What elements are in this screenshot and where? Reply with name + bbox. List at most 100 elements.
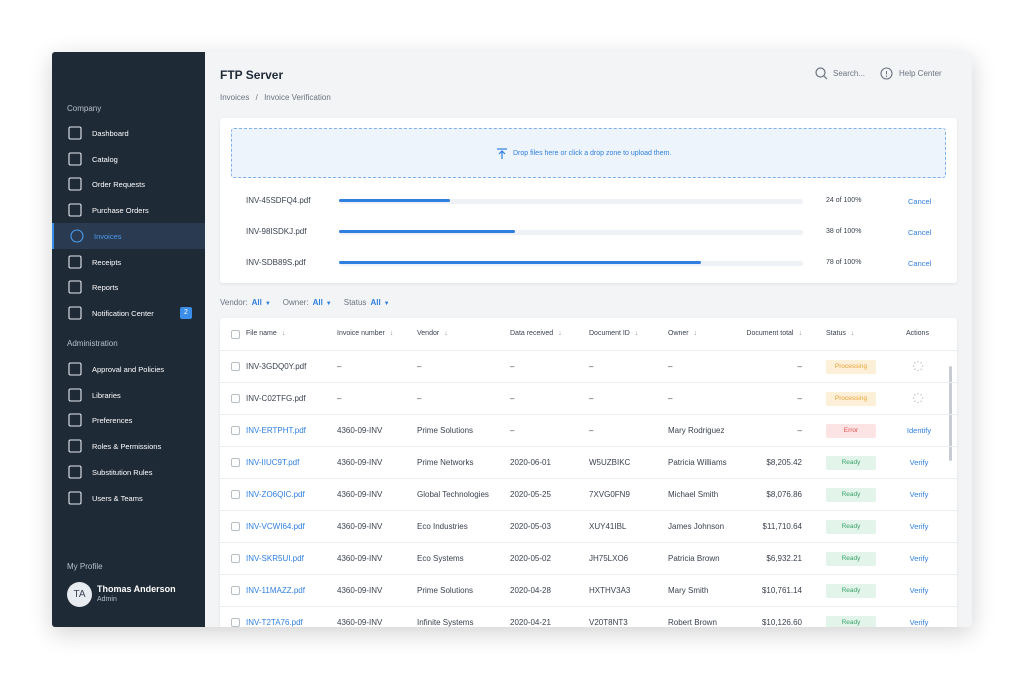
- nav-item[interactable]: Purchase Orders: [52, 197, 205, 223]
- column-header[interactable]: Vendor ↓: [417, 330, 448, 337]
- nav-item[interactable]: Reports: [52, 274, 205, 300]
- file-link[interactable]: INV-IIUC9T.pdf: [246, 458, 300, 467]
- nav-item[interactable]: Dashboard: [52, 120, 205, 146]
- nav-item[interactable]: Users & Teams: [52, 485, 205, 511]
- search-input[interactable]: Search...: [833, 69, 866, 78]
- nav-item[interactable]: Receipts: [52, 249, 205, 275]
- table-row[interactable]: INV-C02TFG.pdf – – – – – – Processing: [220, 382, 957, 414]
- cell: –: [797, 362, 802, 371]
- help-link[interactable]: Help Center: [899, 69, 942, 78]
- row-checkbox[interactable]: [231, 522, 240, 531]
- column-header[interactable]: Owner ↓: [668, 330, 697, 337]
- file-link[interactable]: INV-11MAZZ.pdf: [246, 586, 305, 595]
- file-name: INV-SDB89S.pdf: [246, 258, 306, 267]
- row-checkbox[interactable]: [231, 362, 240, 371]
- action-link[interactable]: Verify: [909, 458, 929, 467]
- nav-icon: [68, 306, 82, 320]
- nav-icon: [68, 388, 82, 402]
- table-row[interactable]: INV-IIUC9T.pdf 4360-09-INV Prime Networks 2…: [220, 446, 957, 478]
- column-title: Vendor: [417, 330, 440, 337]
- table-row[interactable]: INV-ZO6QIC.pdf 4360-09-INV Global Technolo…: [220, 478, 957, 510]
- file-link[interactable]: INV-SKR5UI.pdf: [246, 554, 304, 563]
- filter-value[interactable]: All: [251, 298, 262, 307]
- column-header[interactable]: Document ID ↓: [589, 330, 638, 337]
- action-link[interactable]: Verify: [909, 618, 929, 627]
- icon-shape: [68, 413, 82, 427]
- row-checkbox[interactable]: [231, 586, 240, 595]
- file-link[interactable]: INV-ERTPHT.pdf: [246, 426, 306, 435]
- column-header[interactable]: Data received ↓: [510, 330, 562, 337]
- table-row[interactable]: INV-ERTPHT.pdf 4360-09-INV Prime Solutions…: [220, 414, 957, 446]
- cancel-button[interactable]: Cancel: [908, 259, 932, 268]
- cell: $8,205.42: [766, 458, 802, 467]
- column-title: Document total: [746, 330, 794, 337]
- table-row[interactable]: INV-11MAZZ.pdf 4360-09-INV Prime Solutions…: [220, 574, 957, 606]
- icon-shape: [68, 362, 82, 376]
- row-checkbox[interactable]: [231, 554, 240, 563]
- filter-caret: ▼: [383, 301, 390, 307]
- row-checkbox[interactable]: [231, 618, 240, 627]
- nav-item[interactable]: Roles & Permissions: [52, 433, 205, 459]
- row-checkbox[interactable]: [231, 394, 240, 403]
- filter-value[interactable]: All: [370, 298, 381, 307]
- avatar[interactable]: TA: [67, 582, 92, 607]
- nav-item[interactable]: Preferences: [52, 407, 205, 433]
- cell: 2020-04-28: [510, 586, 551, 595]
- spinner-dot: [920, 362, 922, 364]
- file-link[interactable]: INV-VCWI64.pdf: [246, 522, 305, 531]
- column-header[interactable]: Document total ↓: [746, 330, 802, 337]
- action-link[interactable]: Verify: [909, 490, 929, 499]
- nav-item[interactable]: Invoices: [52, 222, 205, 249]
- table-row[interactable]: INV-SKR5UI.pdf 4360-09-INV Eco Systems 2020…: [220, 542, 957, 574]
- nav-label: Users & Teams: [92, 493, 143, 503]
- cell: 4360-09-INV: [337, 618, 383, 627]
- nav-item[interactable]: Approval and Policies: [52, 356, 205, 382]
- cell: Mary Smith: [668, 586, 709, 595]
- help-icon[interactable]: [880, 67, 893, 80]
- progress-label: 24 of 100%: [826, 197, 862, 204]
- cell: –: [417, 362, 422, 371]
- nav-item[interactable]: Substitution Rules: [52, 459, 205, 485]
- cancel-button[interactable]: Cancel: [908, 228, 932, 237]
- cancel-button[interactable]: Cancel: [908, 197, 932, 206]
- action-link[interactable]: Identify: [906, 426, 932, 435]
- file-link[interactable]: INV-T2TA76.pdf: [246, 618, 303, 627]
- spinner-dot: [914, 400, 916, 402]
- column-header[interactable]: Invoice number ↓: [337, 330, 393, 337]
- row-checkbox[interactable]: [231, 458, 240, 467]
- nav-item[interactable]: Notification Center 2: [52, 300, 205, 326]
- table-row[interactable]: INV-VCWI64.pdf 4360-09-INV Eco Industries 2…: [220, 510, 957, 542]
- column-header[interactable]: File name ↓: [246, 330, 285, 337]
- row-checkbox[interactable]: [231, 426, 240, 435]
- file-link[interactable]: INV-ZO6QIC.pdf: [246, 490, 305, 499]
- search-icon[interactable]: [815, 67, 828, 80]
- table-row[interactable]: INV-T2TA76.pdf 4360-09-INV Infinite System…: [220, 606, 957, 627]
- column-title: Status: [826, 330, 846, 337]
- table-row[interactable]: INV-3GDQ0Y.pdf – – – – – – Processing: [220, 350, 957, 382]
- nav-label: Dashboard: [92, 129, 129, 138]
- filter-value[interactable]: All: [312, 298, 323, 307]
- nav-icon: [68, 439, 82, 453]
- cell: 4360-09-INV: [337, 426, 383, 435]
- action-link[interactable]: Verify: [909, 522, 929, 531]
- nav-icon: [68, 126, 82, 140]
- nav-item[interactable]: Libraries: [52, 382, 205, 408]
- column-title: Data received: [510, 330, 554, 337]
- action-link[interactable]: Verify: [909, 586, 929, 595]
- nav-item[interactable]: Catalog: [52, 146, 205, 172]
- page-title: FTP Server: [220, 68, 284, 82]
- sort-icon: ↓: [281, 330, 286, 337]
- row-checkbox[interactable]: [231, 490, 240, 499]
- scrollbar[interactable]: [949, 366, 952, 461]
- file-name: INV-98ISDKJ.pdf: [246, 227, 307, 236]
- nav-item[interactable]: Order Requests: [52, 171, 205, 197]
- progress-label: 38 of 100%: [826, 228, 862, 235]
- breadcrumb-separator: /: [255, 93, 258, 102]
- dropzone[interactable]: Drop files here or click a drop zone to …: [231, 128, 946, 178]
- header-checkbox[interactable]: [231, 330, 240, 339]
- column-header[interactable]: Status ↓: [826, 330, 854, 337]
- cell: –: [797, 394, 802, 403]
- action-link[interactable]: Verify: [909, 554, 929, 563]
- breadcrumb-link[interactable]: Invoices: [220, 93, 250, 102]
